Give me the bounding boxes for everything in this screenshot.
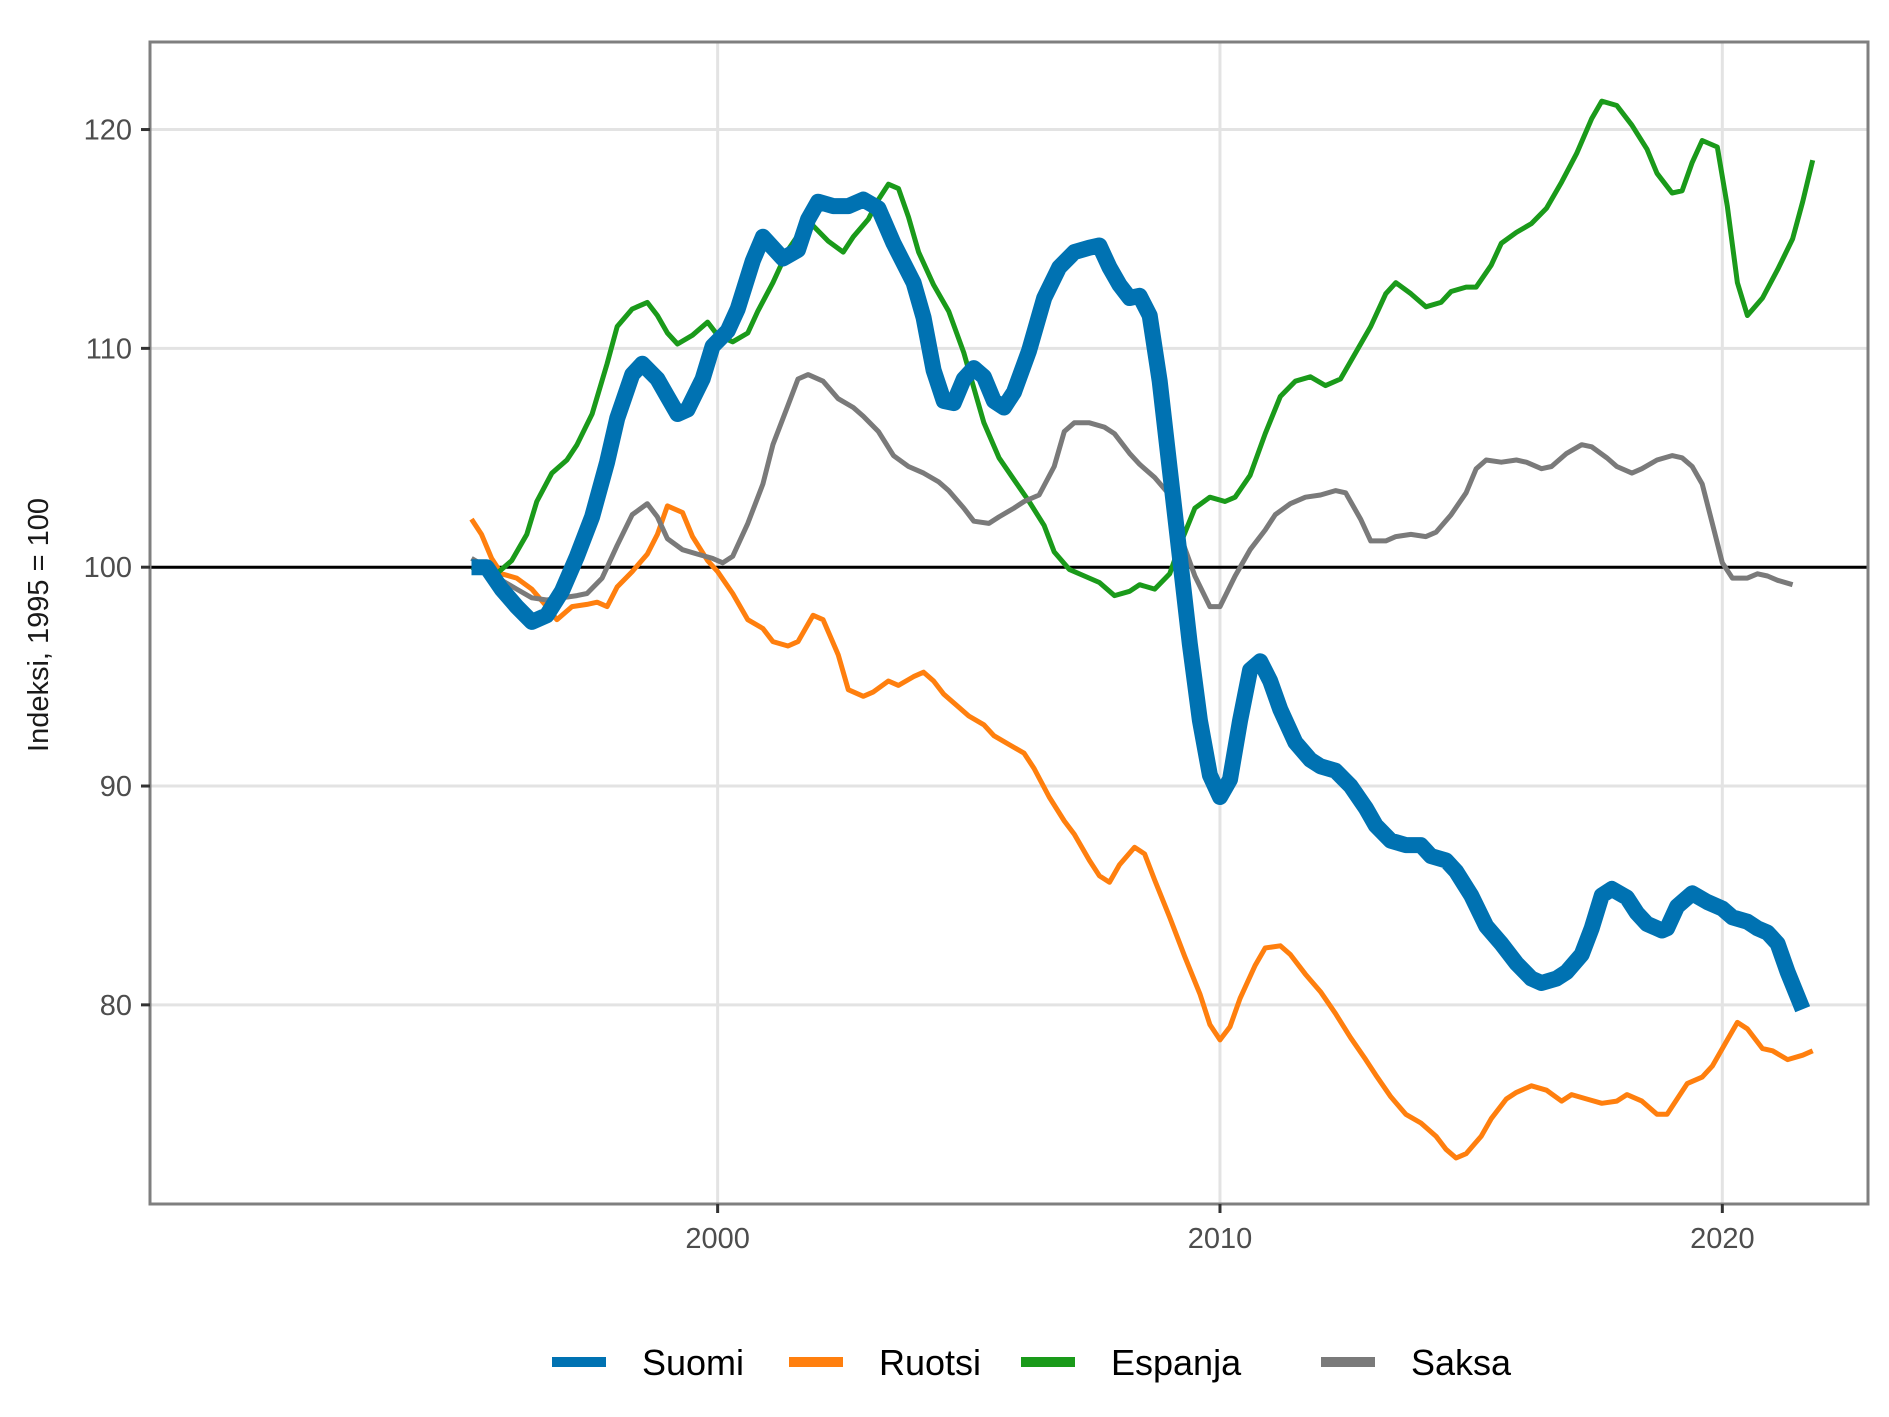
y-axis: 80 90 100 110 120 (84, 115, 150, 1022)
x-tick-label-2020: 2020 (1690, 1223, 1755, 1255)
series-line-suomi (471, 191, 1811, 1013)
y-tick-label-90: 90 (100, 771, 132, 803)
legend-label-saksa: Saksa (1411, 1342, 1512, 1383)
x-tick-label-2000: 2000 (685, 1223, 750, 1255)
series-line-ruotsi (469, 503, 1814, 1161)
y-tick-label-100: 100 (84, 552, 132, 584)
y-tick-label-120: 120 (84, 115, 132, 147)
x-tick-label-2010: 2010 (1188, 1223, 1253, 1255)
series-layer (469, 98, 1816, 1161)
y-tick-label-110: 110 (86, 333, 132, 365)
legend-label-suomi: Suomi (642, 1342, 744, 1383)
legend-label-ruotsi: Ruotsi (879, 1342, 981, 1383)
panel-border (148, 40, 1870, 1206)
series-line-espanja (470, 98, 1816, 599)
legend-label-espanja: Espanja (1111, 1342, 1242, 1383)
y-tick-label-80: 80 (100, 990, 132, 1022)
legend: Suomi Ruotsi Espanja Saksa (552, 1342, 1512, 1383)
y-axis-title: Indeksi, 1995 = 100 (23, 498, 55, 752)
x-axis: 2000 2010 2020 (685, 1204, 1755, 1255)
series-line-saksa (470, 372, 1794, 610)
